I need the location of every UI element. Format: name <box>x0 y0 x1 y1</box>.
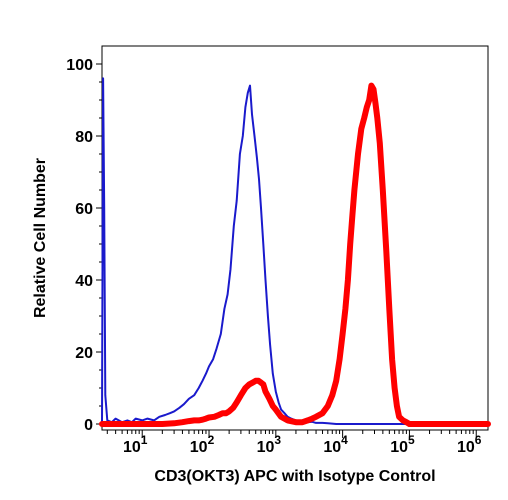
y-axis: 0 20 40 60 80 100 <box>66 57 102 434</box>
y-tick-label: 80 <box>75 129 93 146</box>
y-tick-label: 20 <box>75 345 93 362</box>
y-axis-title: Relative Cell Number <box>32 158 49 318</box>
x-tick-label: 102 <box>190 433 215 456</box>
x-axis: 101 102 103 104 105 106 <box>106 430 482 456</box>
x-tick-label: 106 <box>457 433 482 456</box>
y-tick-label: 60 <box>75 201 93 218</box>
y-tick-label: 0 <box>84 417 93 434</box>
plot-frame <box>101 45 489 431</box>
x-tick-label: 105 <box>390 433 415 456</box>
y-tick-label: 40 <box>75 273 93 290</box>
series-layer <box>99 77 491 427</box>
series-line-2 <box>99 82 491 427</box>
series-line-1 <box>101 77 489 425</box>
x-tick-label: 101 <box>123 433 148 456</box>
x-tick-label: 103 <box>257 433 282 456</box>
x-axis-title: CD3(OKT3) APC with Isotype Control <box>154 468 435 485</box>
x-tick-label: 104 <box>323 433 348 456</box>
y-tick-label: 100 <box>66 57 93 74</box>
